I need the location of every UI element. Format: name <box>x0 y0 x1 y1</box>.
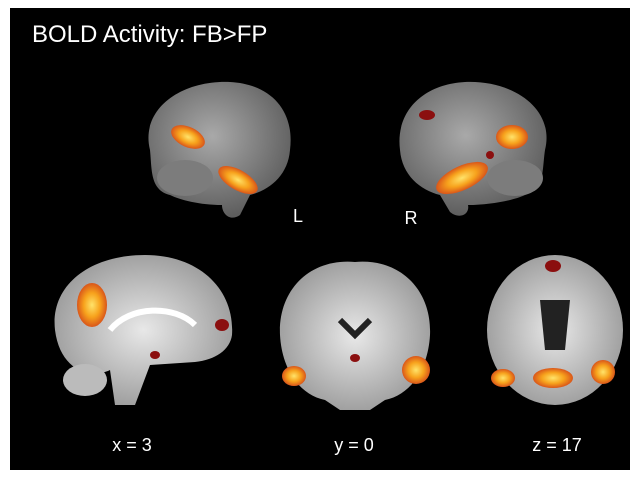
coronal-slice <box>280 262 430 410</box>
slice-label: z = 17 <box>532 435 582 455</box>
figure: BOLD Activity: FB>FP L R x = 3 y = 0 <box>0 0 637 477</box>
surface-label: R <box>405 208 418 228</box>
surface-label: L <box>293 206 303 226</box>
slice-label: y = 0 <box>334 435 374 455</box>
slice-label: x = 3 <box>112 435 152 455</box>
title: BOLD Activity: FB>FP <box>32 21 267 48</box>
axial-slice <box>487 255 623 405</box>
